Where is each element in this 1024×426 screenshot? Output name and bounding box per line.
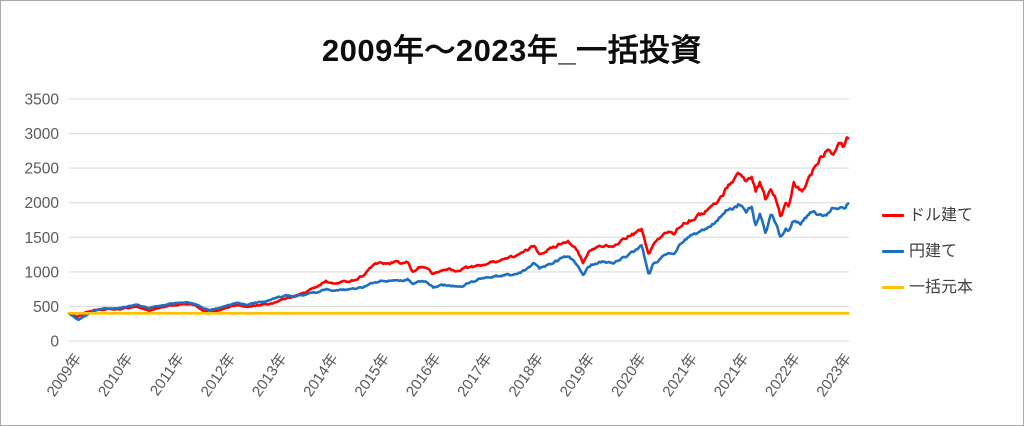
x-tick-label: 2012年: [198, 351, 240, 400]
x-tick-label: 2019年: [557, 351, 599, 400]
legend-label: ドル建て: [909, 207, 974, 224]
legend: ドル建て円建て一括元本: [882, 204, 973, 299]
series-line-jpy: [67, 202, 850, 322]
x-tick-label: 2014年: [300, 351, 342, 400]
x-tick-label: 2015年: [351, 351, 393, 400]
x-tick-label: 2017年: [454, 351, 496, 400]
series-line-usd: [67, 136, 850, 319]
y-tick-label: 2000: [25, 195, 60, 212]
x-tick-label: 2022年: [762, 351, 804, 400]
y-tick-label: 3500: [25, 92, 60, 109]
legend-label: 一括元本: [909, 279, 974, 296]
chart-title: 2009年～2023年_一括投資: [321, 33, 703, 68]
y-tick-label: 2500: [25, 161, 60, 178]
x-axis-labels: 2009年 2010年 2011年 2012年 2013年 2014年 2015年 2016年…: [44, 351, 855, 400]
x-tick-label: 2020年: [608, 351, 650, 400]
legend-line-swatch: [882, 285, 904, 290]
legend-item-principal: 一括元本: [882, 276, 973, 299]
x-tick-label: 2011年: [147, 351, 188, 399]
legend-line-swatch: [882, 213, 904, 218]
y-axis-labels: 0 500 1000 1500 2000 2500 3000 3500: [25, 92, 60, 351]
y-tick-label: 3000: [25, 126, 60, 143]
series-lines: [67, 136, 850, 322]
y-tick-label: 500: [33, 299, 59, 316]
x-tick-label: 2018年: [505, 351, 547, 400]
y-tick-label: 0: [50, 334, 59, 351]
x-tick-label: 2009年: [44, 351, 86, 400]
x-tick-label: 2013年: [249, 351, 291, 400]
legend-line-swatch: [882, 249, 904, 254]
legend-label: 円建て: [909, 243, 958, 260]
x-tick-label: 2016年: [403, 351, 445, 400]
x-tick-label: 2010年: [95, 351, 137, 400]
y-tick-label: 1500: [25, 230, 60, 247]
legend-item-usd: ドル建て: [882, 204, 973, 227]
x-tick-label: 2021年: [659, 351, 701, 400]
y-tick-label: 1000: [25, 264, 60, 281]
x-tick-label: 2023年: [813, 351, 855, 400]
legend-item-jpy: 円建て: [882, 240, 973, 263]
x-tick-label: 2021年: [711, 351, 753, 400]
